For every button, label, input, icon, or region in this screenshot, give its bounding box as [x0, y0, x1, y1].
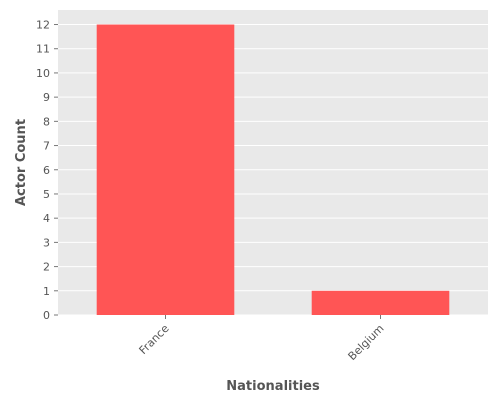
y-tick-label: 10 [36, 67, 50, 80]
x-axis-ticks: France Belgium [137, 315, 387, 363]
y-tick-label: 9 [43, 91, 50, 104]
x-tick-label-france: France [137, 322, 172, 357]
x-tick-label-belgium: Belgium [346, 322, 387, 363]
y-tick-label: 12 [36, 19, 50, 32]
y-tick-label: 6 [43, 164, 50, 177]
bar-belgium [311, 290, 450, 315]
x-axis-title: Nationalities [226, 379, 320, 394]
y-tick-label: 0 [43, 309, 50, 322]
y-axis-title: Actor Count [14, 119, 29, 206]
y-tick-label: 8 [43, 115, 50, 128]
y-tick-label: 7 [43, 140, 50, 153]
y-tick-label: 2 [43, 261, 50, 274]
bars-group [96, 24, 450, 316]
y-tick-label: 1 [43, 285, 50, 298]
y-tick-label: 5 [43, 188, 50, 201]
y-tick-label: 4 [43, 212, 50, 225]
y-tick-label: 3 [43, 236, 50, 249]
bar-france [96, 24, 235, 316]
y-tick-label: 11 [36, 43, 50, 56]
